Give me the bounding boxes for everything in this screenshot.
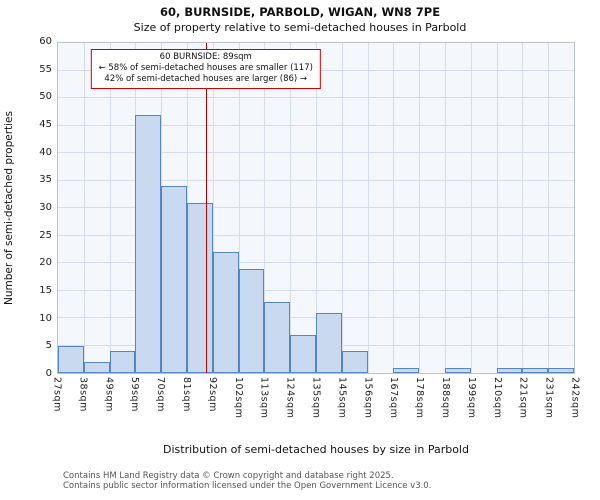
plot-area: 60 BURNSIDE: 89sqm ← 58% of semi-detache…: [57, 42, 575, 374]
v-gridline: [109, 43, 111, 373]
x-tick-label: 242sqm: [569, 377, 581, 419]
x-tick-label: 124sqm: [284, 377, 296, 419]
v-gridline: [238, 43, 240, 373]
annotation-line2: ← 58% of semi-detached houses are smalle…: [98, 63, 313, 74]
v-gridline: [522, 43, 524, 373]
x-tick-label: 70sqm: [155, 377, 167, 412]
y-tick-label: 35: [39, 174, 52, 186]
x-axis-ticks: 27sqm 38sqm 49sqm 59sqm 70sqm 81sqm 92sqm 102sq…: [52, 377, 581, 439]
histogram-bar: [83, 362, 110, 373]
histogram-bar: [341, 351, 368, 373]
x-tick-label: 221sqm: [517, 377, 529, 419]
v-gridline: [264, 43, 266, 373]
y-tick-label: 25: [39, 229, 52, 241]
annotation-box: 60 BURNSIDE: 89sqm ← 58% of semi-detache…: [90, 49, 321, 90]
x-tick-label: 199sqm: [465, 377, 477, 419]
histogram-bar: [161, 186, 187, 373]
x-tick-label: 38sqm: [77, 377, 89, 412]
y-tick-label: 20: [39, 257, 52, 269]
x-tick-label: 113sqm: [258, 377, 270, 419]
x-tick-label: 27sqm: [51, 377, 63, 412]
histogram-bar: [264, 301, 291, 373]
v-gridline: [341, 43, 343, 373]
y-tick-label: 45: [39, 119, 52, 130]
footer-licence: Contains public sector information licen…: [63, 481, 432, 491]
v-gridline: [290, 43, 292, 373]
y-tick-label: 50: [39, 91, 52, 103]
v-gridline: [83, 43, 85, 373]
v-gridline: [548, 43, 550, 373]
chart-subtitle: Size of property relative to semi-detach…: [133, 21, 467, 34]
y-tick-label: 30: [39, 202, 52, 213]
x-tick-label: 156sqm: [362, 377, 374, 419]
histogram-bar: [238, 268, 265, 373]
y-tick-label: 15: [39, 285, 52, 296]
x-axis-title: Distribution of semi-detached houses by …: [163, 443, 469, 456]
histogram-bar: [187, 202, 213, 373]
histogram-bar: [58, 345, 84, 373]
v-gridline: [316, 43, 317, 373]
y-tick-label: 60: [39, 36, 52, 47]
footer-copyright: Contains HM Land Registry data © Crown c…: [63, 471, 394, 481]
histogram-bar: [393, 367, 420, 373]
x-tick-label: 135sqm: [310, 377, 322, 419]
histogram-bar: [548, 367, 574, 373]
histogram-bar: [212, 252, 239, 373]
v-gridline: [393, 43, 395, 373]
x-tick-label: 188sqm: [440, 377, 451, 419]
y-tick-label: 55: [39, 63, 52, 75]
x-tick-label: 59sqm: [129, 377, 141, 412]
v-gridline: [367, 43, 369, 373]
x-tick-label: 231sqm: [543, 377, 555, 419]
v-gridline: [212, 43, 214, 373]
histogram-bar: [445, 367, 471, 373]
histogram-bar: [522, 367, 549, 373]
property-marker-line: [205, 43, 207, 373]
x-tick-label: 178sqm: [414, 377, 426, 419]
x-tick-label: 81sqm: [181, 377, 192, 412]
y-tick-label: 5: [45, 340, 52, 352]
y-tick-label: 10: [39, 312, 52, 324]
x-tick-label: 167sqm: [388, 377, 400, 419]
histogram-bar: [290, 334, 316, 373]
chart-title: 60, BURNSIDE, PARBOLD, WIGAN, WN8 7PE: [159, 5, 441, 19]
x-tick-label: 92sqm: [206, 377, 218, 412]
histogram-bar: [109, 351, 136, 373]
v-gridline: [470, 43, 472, 373]
histogram-bar: [496, 367, 523, 373]
x-tick-label: 145sqm: [336, 377, 348, 419]
v-gridline: [419, 43, 421, 373]
y-tick-label: 40: [39, 146, 52, 158]
v-gridline: [445, 43, 446, 373]
histogram-bar: [316, 312, 342, 373]
x-tick-label: 210sqm: [491, 377, 503, 419]
x-tick-label: 102sqm: [232, 377, 244, 419]
x-tick-label: 49sqm: [103, 377, 115, 412]
v-gridline: [496, 43, 498, 373]
histogram-bar: [135, 114, 162, 373]
y-axis-ticks: 0 5 10 15 20 25 30 35 40 45 50 55 60: [0, 36, 52, 379]
annotation-line3: 42% of semi-detached houses are larger (…: [104, 74, 308, 85]
annotation-line1: 60 BURNSIDE: 89sqm: [159, 52, 252, 62]
y-tick-label: 0: [45, 368, 52, 379]
